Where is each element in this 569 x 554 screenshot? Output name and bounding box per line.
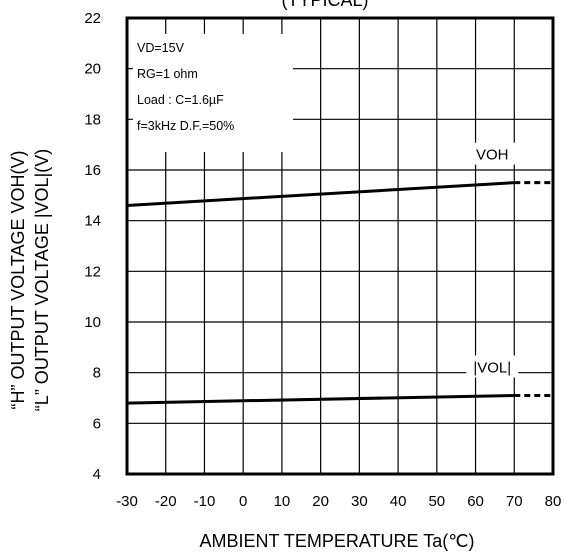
x-tick-label: 30	[351, 493, 368, 510]
series-lines: VOH |VOL|	[126, 142, 553, 405]
y-tick-label: 22	[84, 10, 101, 27]
y-axis-label-2: “L” OUTPUT VOLTAGE |VOL|(V)	[32, 149, 52, 411]
chart-title: (TYPICAL)	[281, 0, 368, 10]
x-tick-label: 40	[390, 493, 407, 510]
y-tick-label: 20	[84, 61, 101, 78]
y-tick-label: 4	[93, 466, 101, 483]
y-tick-label: 12	[84, 263, 101, 280]
y-tick-label: 14	[84, 213, 101, 230]
x-tick-label: 80	[545, 493, 562, 510]
condition-text: VD=15V	[137, 41, 185, 55]
series-line	[126, 181, 515, 207]
x-tick-label: 70	[506, 493, 523, 510]
x-tick-label: -10	[194, 493, 216, 510]
x-tick-label: 50	[428, 493, 445, 510]
x-tick-label: 0	[239, 493, 247, 510]
y-tick-label: 6	[93, 415, 101, 432]
y-tick-label: 10	[84, 314, 101, 331]
condition-text: Load : C=1.6µF	[137, 93, 224, 107]
series-label-background	[466, 355, 519, 378]
condition-text: RG=1 ohm	[137, 67, 198, 81]
condition-text: f=3kHz D.F.=50%	[137, 119, 234, 133]
y-axis-label-1: “H” OUTPUT VOLTAGE VOH(V)	[8, 150, 28, 409]
x-tick-label: -30	[116, 493, 138, 510]
y-tick-label: 8	[93, 365, 101, 382]
tick-labels: -30 -20 -10 0 10 20 30 40 50 60 70 80 4 6 8 10 12 14 16 18 2…	[84, 10, 561, 510]
plot-frame	[125, 16, 555, 476]
y-tick-label: 16	[84, 162, 101, 179]
x-tick-label: 10	[274, 493, 291, 510]
y-tick-label: 18	[84, 111, 101, 128]
series-label: VOH	[476, 147, 509, 164]
x-axis-label: AMBIENT TEMPERATURE Ta(℃)	[200, 531, 475, 551]
series-label: |VOL|	[473, 359, 511, 376]
x-tick-label: 60	[467, 493, 484, 510]
x-tick-label: 20	[312, 493, 329, 510]
conditions-box: VD=15V RG=1 ohm Load : C=1.6µF f=3kHz D.F.=…	[133, 34, 293, 152]
conditions-background	[133, 34, 293, 152]
x-tick-label: -20	[155, 493, 177, 510]
series-line	[126, 393, 515, 405]
series-label-background	[466, 142, 519, 165]
